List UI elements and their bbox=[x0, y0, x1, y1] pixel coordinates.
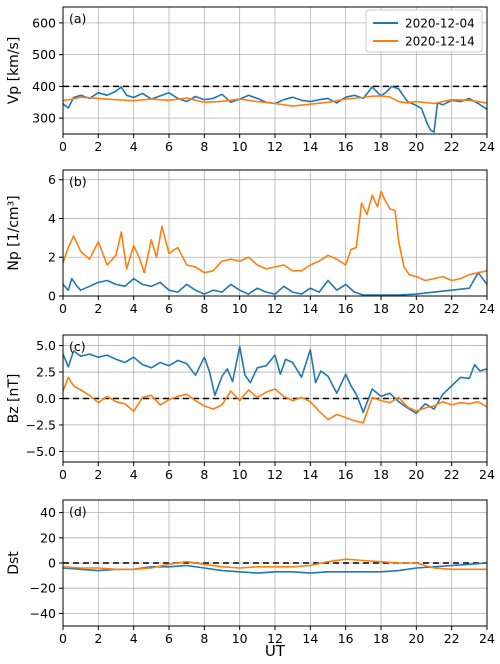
x-tick-label: 18 bbox=[373, 631, 389, 646]
x-tick-label: 16 bbox=[338, 301, 354, 316]
series-line-2020-12-14 bbox=[63, 376, 487, 424]
x-tick-label: 20 bbox=[408, 631, 424, 646]
legend: 2020-12-04 2020-12-14 bbox=[365, 9, 483, 53]
x-tick-label: 18 bbox=[373, 301, 389, 316]
x-tick-label: 10 bbox=[232, 467, 248, 482]
y-tick-label: −20 bbox=[30, 581, 56, 596]
x-tick-label: 18 bbox=[373, 467, 389, 482]
series-line-2020-12-14 bbox=[63, 95, 487, 107]
x-tick-label: 2 bbox=[94, 139, 102, 154]
panel-3: 0 2 4 6 8 10 12 14 16 18 20 22 24−5.0−2.50.02.55.0 (c… bbox=[6, 334, 495, 482]
x-tick-label: 16 bbox=[338, 139, 354, 154]
y-tick-label: −40 bbox=[30, 606, 56, 621]
y-axis-label: Np [1/cm³] bbox=[6, 195, 22, 270]
x-tick-label: 24 bbox=[479, 467, 495, 482]
series-line-2020-12-04 bbox=[63, 345, 487, 415]
x-tick-label: 6 bbox=[165, 631, 173, 646]
y-tick-label: 0 bbox=[48, 556, 56, 571]
x-tick-label: 14 bbox=[302, 467, 318, 482]
x-tick-label: 12 bbox=[267, 301, 283, 316]
x-tick-label: 4 bbox=[130, 301, 138, 316]
y-tick-label: 20 bbox=[40, 530, 56, 545]
x-tick-label: 4 bbox=[130, 631, 138, 646]
y-tick-label: 0.0 bbox=[36, 391, 56, 406]
x-tick-label: 12 bbox=[267, 631, 283, 646]
x-tick-label: 16 bbox=[338, 467, 354, 482]
x-tick-label: 10 bbox=[232, 631, 248, 646]
x-tick-label: 10 bbox=[232, 301, 248, 316]
y-axis-label: Bz [nT] bbox=[6, 374, 22, 424]
y-tick-label: 6 bbox=[48, 172, 56, 187]
series-line-2020-12-04 bbox=[63, 271, 487, 296]
panel-label: (d) bbox=[69, 504, 87, 519]
series-line-2020-12-04 bbox=[63, 85, 487, 133]
x-tick-label: 18 bbox=[373, 139, 389, 154]
x-tick-label: 2 bbox=[94, 467, 102, 482]
legend-label: 2020-12-14 bbox=[405, 35, 475, 49]
x-tick-label: 8 bbox=[200, 631, 208, 646]
y-tick-label: 2.5 bbox=[36, 365, 56, 380]
y-tick-label: −2.5 bbox=[26, 417, 56, 432]
x-tick-label: 0 bbox=[59, 139, 67, 154]
y-tick-label: 500 bbox=[32, 47, 56, 62]
x-tick-label: 20 bbox=[408, 301, 424, 316]
panel-label: (b) bbox=[69, 174, 87, 189]
y-tick-label: 300 bbox=[32, 111, 56, 126]
series-line-2020-12-14 bbox=[63, 190, 487, 282]
y-tick-label: 5.0 bbox=[36, 338, 56, 353]
x-tick-label: 2 bbox=[94, 631, 102, 646]
legend-label: 2020-12-04 bbox=[405, 17, 475, 31]
y-tick-label: 400 bbox=[32, 79, 56, 94]
x-tick-label: 22 bbox=[444, 467, 460, 482]
x-tick-label: 14 bbox=[302, 301, 318, 316]
x-tick-label: 4 bbox=[130, 139, 138, 154]
figure-xlabel: UT bbox=[265, 642, 286, 660]
x-tick-label: 2 bbox=[94, 301, 102, 316]
x-tick-label: 16 bbox=[338, 631, 354, 646]
x-tick-label: 14 bbox=[302, 139, 318, 154]
x-tick-label: 20 bbox=[408, 139, 424, 154]
x-tick-label: 12 bbox=[267, 467, 283, 482]
y-tick-label: −5.0 bbox=[26, 444, 56, 459]
x-tick-label: 8 bbox=[200, 301, 208, 316]
y-tick-label: 40 bbox=[40, 505, 56, 520]
y-axis-label: Dst bbox=[6, 551, 22, 575]
x-tick-label: 0 bbox=[59, 301, 67, 316]
y-tick-label: 2 bbox=[48, 250, 56, 265]
x-tick-label: 0 bbox=[59, 467, 67, 482]
panel-label: (c) bbox=[69, 339, 86, 354]
x-tick-label: 8 bbox=[200, 467, 208, 482]
x-tick-label: 22 bbox=[444, 631, 460, 646]
y-tick-label: 4 bbox=[48, 211, 56, 226]
x-tick-label: 24 bbox=[479, 631, 495, 646]
x-tick-label: 22 bbox=[444, 139, 460, 154]
y-tick-label: 600 bbox=[32, 15, 56, 30]
y-axis-label: Vp [km/s] bbox=[6, 37, 22, 105]
panel-label: (a) bbox=[69, 11, 86, 26]
x-tick-label: 6 bbox=[165, 467, 173, 482]
x-tick-label: 24 bbox=[479, 139, 495, 154]
x-tick-label: 22 bbox=[444, 301, 460, 316]
series-line-2020-12-14 bbox=[63, 558, 487, 571]
x-tick-label: 0 bbox=[59, 631, 67, 646]
x-tick-label: 8 bbox=[200, 139, 208, 154]
x-tick-label: 6 bbox=[165, 139, 173, 154]
x-tick-label: 10 bbox=[232, 139, 248, 154]
x-tick-label: 14 bbox=[302, 631, 318, 646]
y-tick-label: 0 bbox=[48, 289, 56, 304]
x-tick-label: 4 bbox=[130, 467, 138, 482]
x-tick-label: 6 bbox=[165, 301, 173, 316]
x-tick-label: 12 bbox=[267, 139, 283, 154]
x-tick-label: 24 bbox=[479, 301, 495, 316]
x-tick-label: 20 bbox=[408, 467, 424, 482]
